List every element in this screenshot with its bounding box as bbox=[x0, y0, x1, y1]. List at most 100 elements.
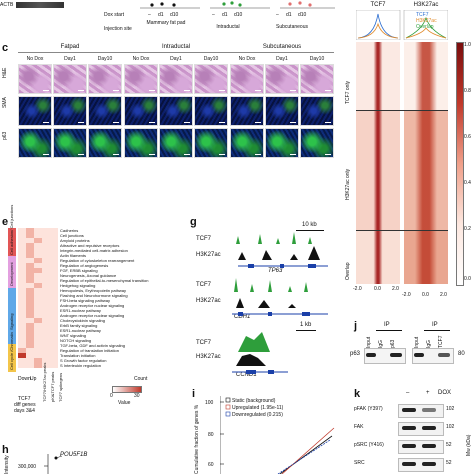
j-ip-1: IP bbox=[384, 322, 390, 328]
dox-d1-2: d1 bbox=[222, 12, 228, 18]
micrograph-p63-3 bbox=[124, 128, 158, 158]
heatmap-cell bbox=[42, 363, 50, 369]
dot-strip bbox=[140, 1, 335, 9]
panel-c-label: c bbox=[2, 42, 9, 54]
i-ytick-1: 80 bbox=[208, 432, 214, 438]
k-band bbox=[422, 462, 436, 466]
h-plot bbox=[44, 454, 63, 474]
g-gene-3: CCND1 bbox=[236, 372, 257, 378]
k-dox-minus: – bbox=[406, 390, 410, 396]
scale-bar bbox=[255, 154, 261, 155]
e-legend-bar bbox=[112, 386, 142, 393]
enrichment-term: S Interleukin regulation bbox=[60, 362, 101, 368]
scale-bar bbox=[290, 122, 296, 123]
i-ytick-0: 100 bbox=[205, 400, 214, 406]
i-legend-2: Downregulated (0.215) bbox=[232, 412, 283, 418]
enrichment-term: Cell junctions bbox=[60, 232, 84, 238]
scale-bar bbox=[325, 154, 331, 155]
j-lane-0: Input bbox=[366, 336, 372, 348]
scale-bar bbox=[325, 90, 331, 91]
g-h3k-1: H3K27ac bbox=[196, 252, 221, 258]
group-fatpad: Fatpad bbox=[60, 44, 80, 50]
cat-cellcycle: Cell cycle /Chromatin bbox=[9, 332, 14, 370]
f-col-h3k27ac: H3K27ac bbox=[413, 2, 439, 8]
panel-k-label: k bbox=[354, 388, 361, 400]
panel-g-label: g bbox=[190, 216, 197, 228]
group-lines bbox=[18, 52, 334, 53]
group-subcutaneous: Subcutaneous bbox=[262, 44, 302, 50]
e-legend-min: 0 bbox=[110, 393, 113, 399]
scale-bar bbox=[255, 122, 261, 123]
enrichment-term: Amyloid proteins bbox=[60, 237, 90, 243]
k-band bbox=[402, 462, 416, 466]
k-blot bbox=[398, 458, 444, 472]
enrichment-term: Hemopoiesis, Erythropoietin pathway bbox=[60, 287, 127, 293]
f-profile-plot bbox=[356, 10, 448, 40]
enrichment-term: Cholecystokinin signaling bbox=[60, 317, 105, 323]
g-gene-2: CDH1 bbox=[234, 314, 251, 320]
scale-bar bbox=[78, 122, 84, 123]
micrograph-sma-5 bbox=[194, 96, 228, 126]
dox-start-label: Dox start bbox=[104, 12, 125, 18]
h-gene: POU5F1B bbox=[60, 452, 88, 458]
scale-bar bbox=[149, 154, 155, 155]
f-colorbar bbox=[456, 42, 464, 286]
k-band bbox=[402, 408, 416, 412]
dox-dash-1: – bbox=[148, 12, 151, 18]
micrograph-he-3 bbox=[124, 64, 158, 94]
micrograph-p63-5 bbox=[194, 128, 228, 158]
f-xtick-5: 2.0 bbox=[440, 292, 447, 298]
col-3: No Dox bbox=[132, 56, 150, 62]
scale-bar bbox=[290, 154, 296, 155]
cat-signaling: Signaling bbox=[9, 313, 14, 330]
row-he: H&E bbox=[2, 67, 8, 78]
j-blot-1 bbox=[364, 348, 406, 364]
dox-dash-3: – bbox=[276, 12, 279, 18]
enrichment-term: Flashing and Neurohormone signaling bbox=[60, 292, 128, 298]
micrograph-sma-1 bbox=[53, 96, 87, 126]
cat-bar-development bbox=[8, 256, 16, 288]
scale-bar bbox=[43, 154, 49, 155]
g-tcf7-2: TCF7 bbox=[196, 282, 211, 288]
micrograph-he-7 bbox=[265, 64, 299, 94]
dox-d10-3: d10 bbox=[298, 12, 307, 18]
e-col-pki: pKi&TCF7 peaks bbox=[50, 371, 55, 402]
micrograph-he-4 bbox=[159, 64, 193, 94]
enrichment-term: Translation initiation bbox=[60, 352, 96, 358]
enrichment-term: FSH-beta signaling pathway bbox=[60, 297, 111, 303]
f-col-tcf7: TCF7 bbox=[370, 2, 386, 8]
k-row-label: SRC bbox=[354, 460, 365, 466]
k-marker: 52 bbox=[446, 442, 452, 448]
i-plot bbox=[220, 396, 335, 474]
e-legend-caption: Value bbox=[118, 400, 131, 406]
k-row-label: pFAK (Y397) bbox=[354, 406, 383, 412]
g-scalebar-1 bbox=[296, 230, 324, 231]
j-marker: 80 bbox=[458, 351, 465, 357]
e-col-spike: TCF7 spikegens bbox=[58, 372, 63, 402]
heatmap-cell bbox=[50, 363, 58, 369]
panel-i-label: i bbox=[192, 388, 196, 400]
scale-bar bbox=[113, 122, 119, 123]
k-band bbox=[402, 426, 416, 430]
scale-bar bbox=[149, 90, 155, 91]
i-legend-0: Static (background) bbox=[232, 398, 276, 404]
col-7: Day1 bbox=[276, 56, 288, 62]
e-legend-max: 30 bbox=[134, 393, 140, 399]
micrograph-sma-2 bbox=[88, 96, 122, 126]
g-h3k-3: H3K27ac bbox=[196, 354, 221, 360]
col-0: No Dox bbox=[26, 56, 44, 62]
micrograph-he-2 bbox=[88, 64, 122, 94]
g-scale-3: 1 kb bbox=[300, 322, 312, 328]
j-lane-5: TCF7 bbox=[438, 335, 444, 349]
g-tcf7-3: TCF7 bbox=[196, 340, 211, 346]
enrichment-term: Regulation of angiogenesis bbox=[60, 262, 109, 268]
f-xtick-0: -2.0 bbox=[353, 286, 362, 292]
i-legend-1: Upregulated (1.95e-11) bbox=[232, 405, 284, 411]
k-blot bbox=[398, 422, 444, 436]
i-ytick-2: 60 bbox=[208, 462, 214, 468]
e-col-down: Down bbox=[18, 376, 31, 382]
h-ytick: 300,000 bbox=[18, 464, 37, 470]
scale-bar bbox=[149, 122, 155, 123]
g-scalebar-3 bbox=[296, 330, 316, 331]
enrichment-term: Androgen receptor nuclear signaling bbox=[60, 312, 125, 318]
